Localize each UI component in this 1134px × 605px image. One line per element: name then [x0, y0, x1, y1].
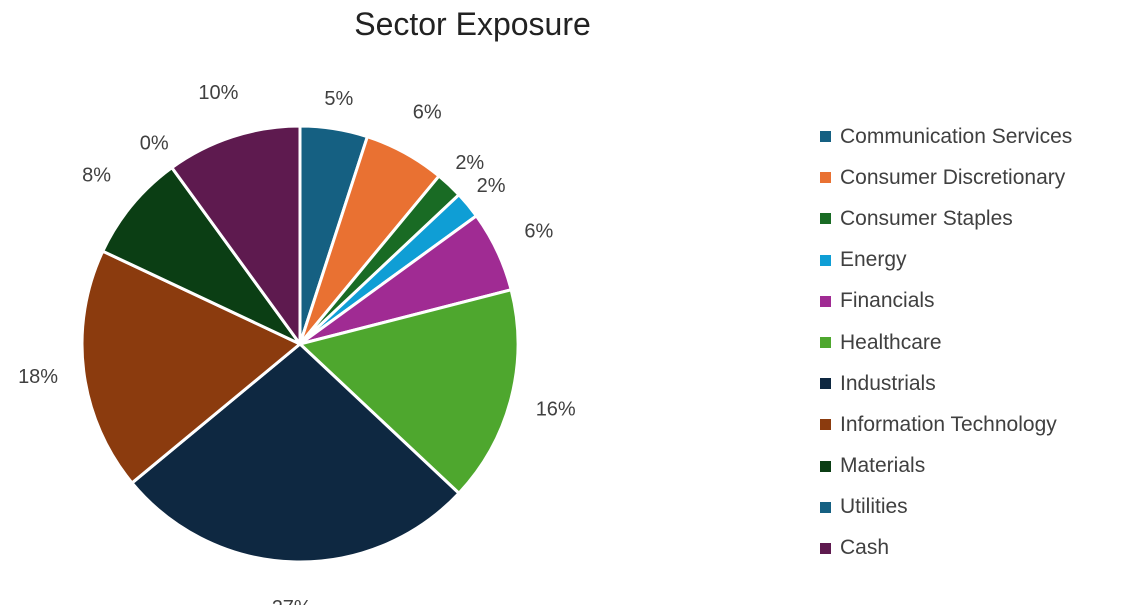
data-label-consumer-staples: 2%	[455, 152, 484, 174]
data-label-consumer-discretionary: 6%	[413, 102, 442, 124]
legend-label: Cash	[840, 536, 890, 560]
data-label-utilities: 0%	[140, 132, 169, 154]
pie-data-labels: 5% 6% 2%2% 6% 16% 27% 18% 8% 0% 10%	[18, 82, 576, 605]
data-label-communication-services: 5%	[324, 88, 353, 110]
data-label-industrials: 27%	[272, 597, 312, 605]
data-label-healthcare: 16%	[536, 399, 576, 421]
pie-slice-healthcare	[298, 288, 520, 495]
pie-slice-information-technology	[80, 249, 302, 485]
legend-item: Cash	[820, 528, 1072, 569]
legend-swatch	[820, 172, 831, 184]
chart-legend: Communication Services Consumer Discreti…	[820, 116, 1072, 569]
legend-item: Consumer Staples	[820, 198, 1072, 239]
legend-swatch	[820, 460, 831, 472]
legend-label: Consumer Staples	[840, 206, 1013, 230]
legend-label: Healthcare	[840, 330, 942, 354]
legend-label: Industrials	[840, 371, 936, 395]
pie-slice-cash	[170, 124, 302, 346]
legend-item: Consumer Discretionary	[820, 157, 1072, 198]
legend-item: Communication Services	[820, 116, 1072, 157]
data-label-energy: 2%	[477, 175, 506, 197]
legend-swatch	[820, 295, 831, 307]
legend-item: Materials	[820, 446, 1072, 487]
legend-label: Consumer Discretionary	[840, 165, 1066, 189]
data-label-materials: 8%	[82, 165, 111, 187]
data-label-financials: 6%	[524, 221, 553, 243]
legend-swatch	[820, 419, 831, 431]
legend-swatch	[820, 131, 831, 143]
legend-label: Energy	[840, 248, 907, 272]
data-label-information-technology: 18%	[18, 366, 58, 388]
legend-swatch	[820, 501, 831, 513]
legend-label: Financials	[840, 289, 935, 313]
legend-item: Healthcare	[820, 322, 1072, 363]
legend-swatch	[820, 213, 831, 225]
pie-slice-materials	[101, 166, 302, 346]
data-label-cash: 10%	[198, 82, 238, 104]
legend-label: Materials	[840, 454, 926, 478]
pie-slices	[80, 124, 520, 564]
legend-swatch	[820, 254, 831, 266]
pie-slice-industrials	[130, 342, 461, 564]
legend-swatch	[820, 337, 831, 349]
legend-item: Financials	[820, 281, 1072, 322]
chart-title: Sector Exposure	[354, 6, 591, 42]
legend-item: Utilities	[820, 487, 1072, 528]
legend-item: Information Technology	[820, 404, 1072, 445]
legend-item: Energy	[820, 240, 1072, 281]
legend-item: Industrials	[820, 363, 1072, 404]
legend-label: Information Technology	[840, 412, 1057, 436]
legend-label: Communication Services	[840, 124, 1073, 148]
legend-label: Utilities	[840, 495, 908, 519]
legend-swatch	[820, 378, 831, 390]
legend-swatch	[820, 542, 831, 554]
